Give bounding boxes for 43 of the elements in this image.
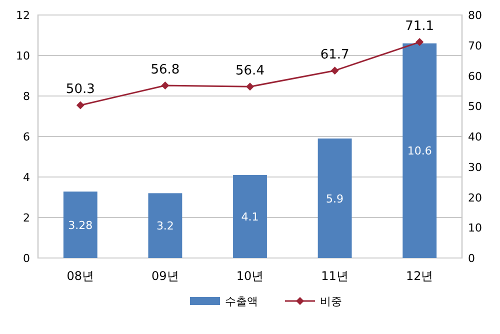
bar [63,192,98,258]
data-label: 56.8 [150,62,180,78]
bar [318,138,352,258]
x-tick-label: 08년 [66,269,94,283]
y-tick-label: 2 [23,212,30,224]
data-label: 50.3 [66,82,95,98]
y2-tick-label: 30 [468,160,482,174]
data-label: 56.4 [236,64,264,79]
x-tick-label: 12년 [406,269,434,283]
y-tick-label: 10 [16,50,30,62]
point [246,82,254,91]
y-tick-label: 12 [16,9,30,22]
point [416,38,424,46]
data-label: 10.6 [407,144,432,158]
y-tick-label: 8 [23,90,30,103]
legend-label: 수출액 [225,295,258,308]
y2-tick-label: 0 [468,252,475,265]
y2-tick-label: 20 [468,191,482,204]
point [76,101,84,110]
y-tick-label: 4 [23,171,30,184]
bar [148,193,182,258]
bar [402,43,437,258]
y2-tick-label: 70 [468,39,482,52]
y2-tick-label: 50 [468,100,482,114]
y2-tick-label: 10 [468,222,482,235]
legend-label: 비중 [320,295,342,308]
x-tick-label: 09년 [152,269,179,283]
data-label: 4.1 [241,210,259,224]
y-tick-label: 0 [23,252,30,265]
point [161,81,170,90]
data-label: 71.1 [405,19,434,34]
data-label: 3.28 [68,218,93,232]
data-label: 5.9 [326,192,344,206]
y2-tick-label: 60 [468,70,482,83]
data-label: 3.2 [156,220,174,233]
x-tick-label: 11년 [321,269,348,283]
point [330,66,339,75]
y2-tick-label: 40 [468,130,482,144]
y2-tick-label: 80 [468,9,482,22]
bar [233,174,267,258]
y-tick-label: 6 [23,130,30,144]
x-tick-label: 10년 [236,269,264,283]
data-label: 61.7 [320,48,350,63]
